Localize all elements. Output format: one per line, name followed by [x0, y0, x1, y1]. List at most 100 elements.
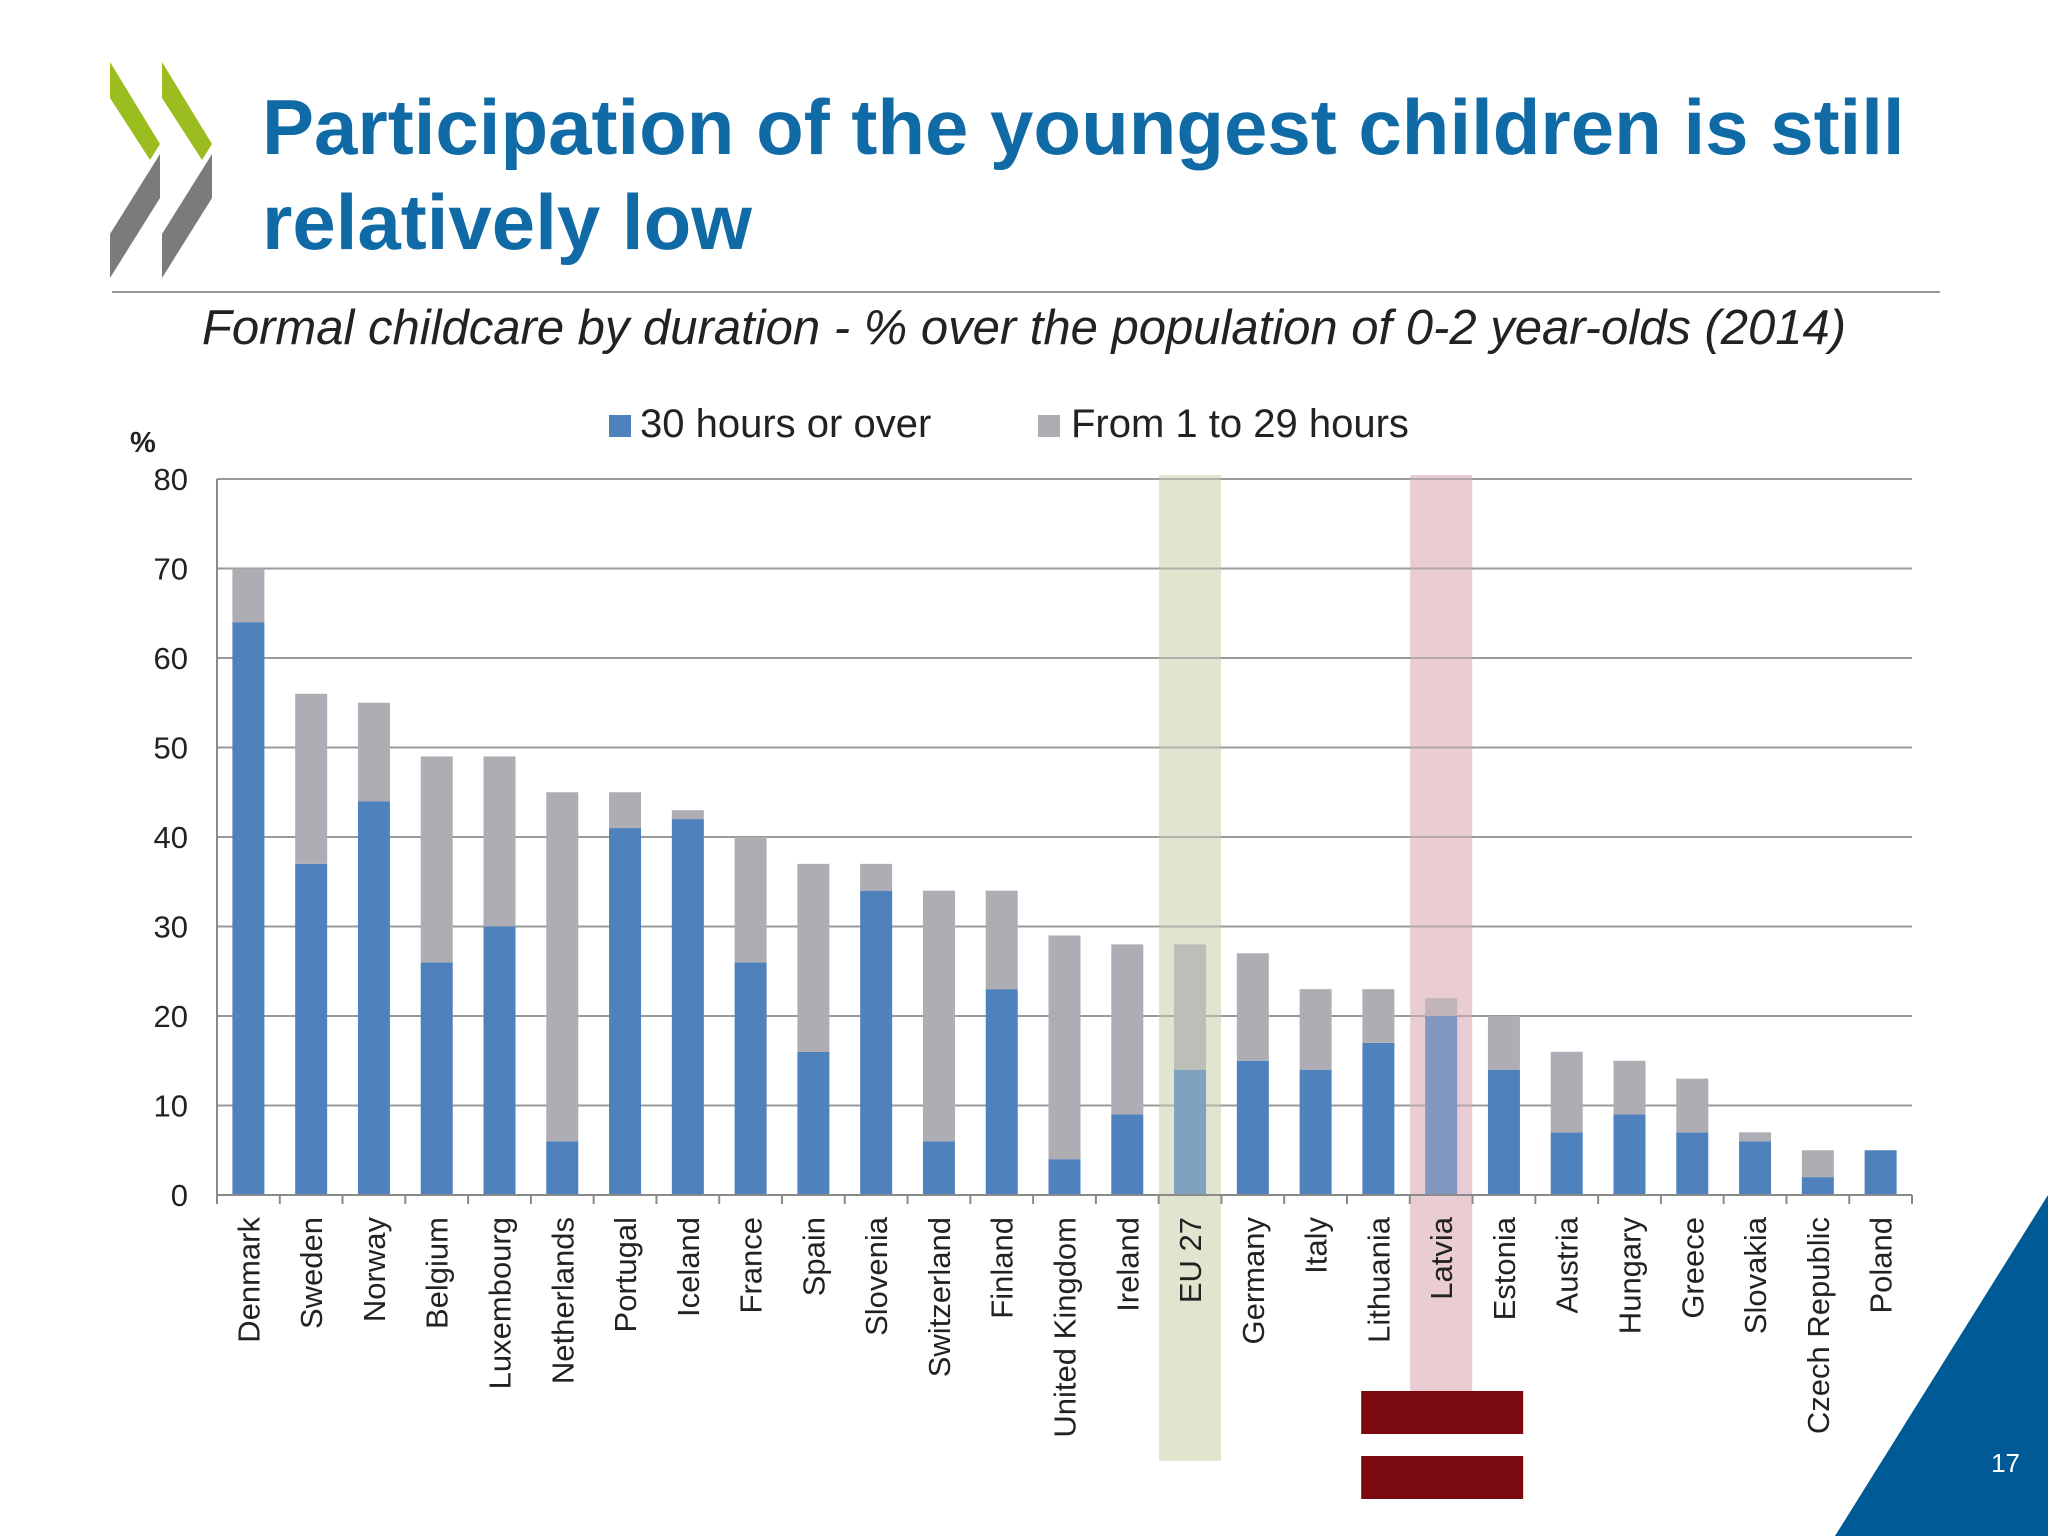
legend-swatch-1to29h — [1038, 415, 1060, 437]
bar-30h-austria — [1550, 1132, 1583, 1195]
bar-30h-slovakia — [1739, 1141, 1772, 1195]
bar-1to29h-slovenia — [860, 863, 893, 891]
bar-30h-portugal — [609, 828, 642, 1195]
bar-30h-lithuania — [1362, 1042, 1395, 1195]
bar-30h-united-kingdom — [1048, 1159, 1081, 1195]
bar-1to29h-ireland — [1111, 944, 1144, 1115]
x-tick-label: Czech Republic — [1801, 1217, 1836, 1434]
y-axis-label: % — [130, 427, 156, 459]
x-tick-label: Germany — [1236, 1217, 1271, 1345]
bar-1to29h-denmark — [232, 568, 265, 623]
y-tick-label: 70 — [154, 552, 188, 587]
bar-30h-estonia — [1487, 1069, 1520, 1195]
bar-1to29h-czech-republic — [1801, 1150, 1834, 1178]
bar-30h-latvia — [1425, 1016, 1458, 1195]
title-divider — [112, 291, 1940, 293]
bar-1to29h-spain — [797, 863, 830, 1052]
logo-chevron-left-green — [110, 62, 160, 160]
bar-30h-germany — [1236, 1060, 1269, 1195]
highlight-overlay-latvia — [1410, 475, 1473, 1410]
bar-1to29h-portugal — [609, 792, 642, 829]
flag-bottom-stripe — [1361, 1456, 1524, 1499]
bar-30h-norway — [357, 801, 390, 1195]
bar-1to29h-iceland — [671, 810, 704, 820]
x-tick-label: Lithuania — [1361, 1216, 1396, 1343]
bar-1to29h-luxembourg — [483, 756, 516, 927]
flag-top-stripe — [1361, 1391, 1524, 1434]
bar-1to29h-switzerland — [922, 890, 955, 1142]
bar-1to29h-austria — [1550, 1051, 1583, 1133]
bar-30h-netherlands — [546, 1141, 579, 1195]
x-tick-label: United Kingdom — [1048, 1217, 1083, 1438]
bar-30h-iceland — [671, 819, 704, 1195]
bar-30h-sweden — [295, 863, 328, 1195]
x-tick-label: Denmark — [231, 1217, 266, 1343]
x-tick-label: Ireland — [1110, 1217, 1145, 1312]
bar-30h-hungary — [1613, 1114, 1646, 1195]
page-number: 17 — [1991, 1448, 2020, 1478]
x-tick-label: Belgium — [420, 1217, 455, 1329]
bar-30h-belgium — [420, 962, 453, 1195]
x-tick-label: Portugal — [608, 1217, 643, 1332]
bar-30h-poland — [1864, 1150, 1897, 1195]
x-tick-label: Netherlands — [545, 1217, 580, 1384]
legend-swatch-30h — [609, 415, 631, 437]
x-tick-label: Luxembourg — [483, 1217, 518, 1389]
x-tick-label: France — [734, 1217, 769, 1313]
highlight-bands — [1159, 475, 1473, 1461]
axes: 0 10 20 30 40 50 60 70 80% Denmark Sweden Norway Bel… — [130, 427, 1913, 1438]
y-tick-label: 40 — [154, 820, 188, 855]
x-tick-label: Hungary — [1613, 1217, 1648, 1335]
bars — [232, 475, 1897, 1461]
bar-30h-france — [734, 962, 767, 1195]
logo-chevron-right-green — [162, 62, 212, 160]
y-tick-label: 0 — [171, 1178, 188, 1213]
bar-1to29h-lithuania — [1362, 989, 1395, 1043]
x-tick-label: Italy — [1299, 1217, 1334, 1274]
bar-1to29h-estonia — [1487, 1016, 1520, 1070]
y-tick-label: 60 — [154, 641, 188, 676]
x-tick-label: Iceland — [671, 1217, 706, 1317]
bar-30h-slovenia — [860, 890, 893, 1195]
x-tick-label: Austria — [1550, 1216, 1585, 1313]
x-tick-label: Estonia — [1487, 1216, 1522, 1320]
bar-30h-czech-republic — [1801, 1177, 1834, 1195]
bar-1to29h-italy — [1299, 989, 1332, 1070]
bar-1to29h-finland — [985, 890, 1018, 990]
bar-30h-luxembourg — [483, 926, 516, 1195]
stacked-bar-chart: 0 10 20 30 40 50 60 70 80% Denmark Sweden Norway Bel… — [130, 402, 1913, 1499]
y-tick-label: 50 — [154, 731, 188, 766]
bar-30h-ireland — [1111, 1114, 1144, 1195]
x-tick-label: Spain — [796, 1217, 831, 1296]
legend-label-1to29h: From 1 to 29 hours — [1071, 402, 1409, 446]
bar-1to29h-belgium — [420, 756, 453, 963]
bar-30h-finland — [985, 989, 1018, 1195]
x-tick-label: Norway — [357, 1217, 392, 1323]
bar-1to29h-latvia — [1425, 998, 1458, 1016]
bar-1to29h-france — [734, 837, 767, 963]
x-tick-label: Poland — [1864, 1217, 1899, 1314]
bar-30h-switzerland — [922, 1141, 955, 1195]
bar-30h-eu-27 — [1174, 1069, 1207, 1195]
bar-1to29h-united-kingdom — [1048, 935, 1081, 1160]
x-tick-label: Greece — [1675, 1217, 1710, 1319]
bar-1to29h-hungary — [1613, 1060, 1646, 1115]
highlight-band-latvia — [1410, 475, 1473, 1410]
bar-1to29h-slovakia — [1739, 1132, 1772, 1142]
latvia-flag — [1361, 1391, 1524, 1499]
y-tick-label: 80 — [154, 462, 188, 497]
highlight-overlay-eu-27 — [1159, 475, 1222, 1461]
y-tick-label: 20 — [154, 999, 188, 1034]
bar-30h-spain — [797, 1051, 830, 1195]
bar-1to29h-sweden — [295, 693, 328, 864]
x-tick-label: Slovenia — [859, 1216, 894, 1336]
x-tick-label: Switzerland — [922, 1217, 957, 1377]
bar-1to29h-germany — [1236, 953, 1269, 1061]
legend-label-30h: 30 hours or over — [640, 402, 931, 446]
bar-30h-greece — [1676, 1132, 1709, 1195]
x-tick-label: EU 27 — [1173, 1217, 1208, 1303]
x-tick-label: Slovakia — [1738, 1216, 1773, 1334]
bar-30h-denmark — [232, 622, 265, 1195]
y-tick-label: 10 — [154, 1089, 188, 1124]
chart-subtitle: Formal childcare by duration - % over th… — [201, 301, 1847, 355]
